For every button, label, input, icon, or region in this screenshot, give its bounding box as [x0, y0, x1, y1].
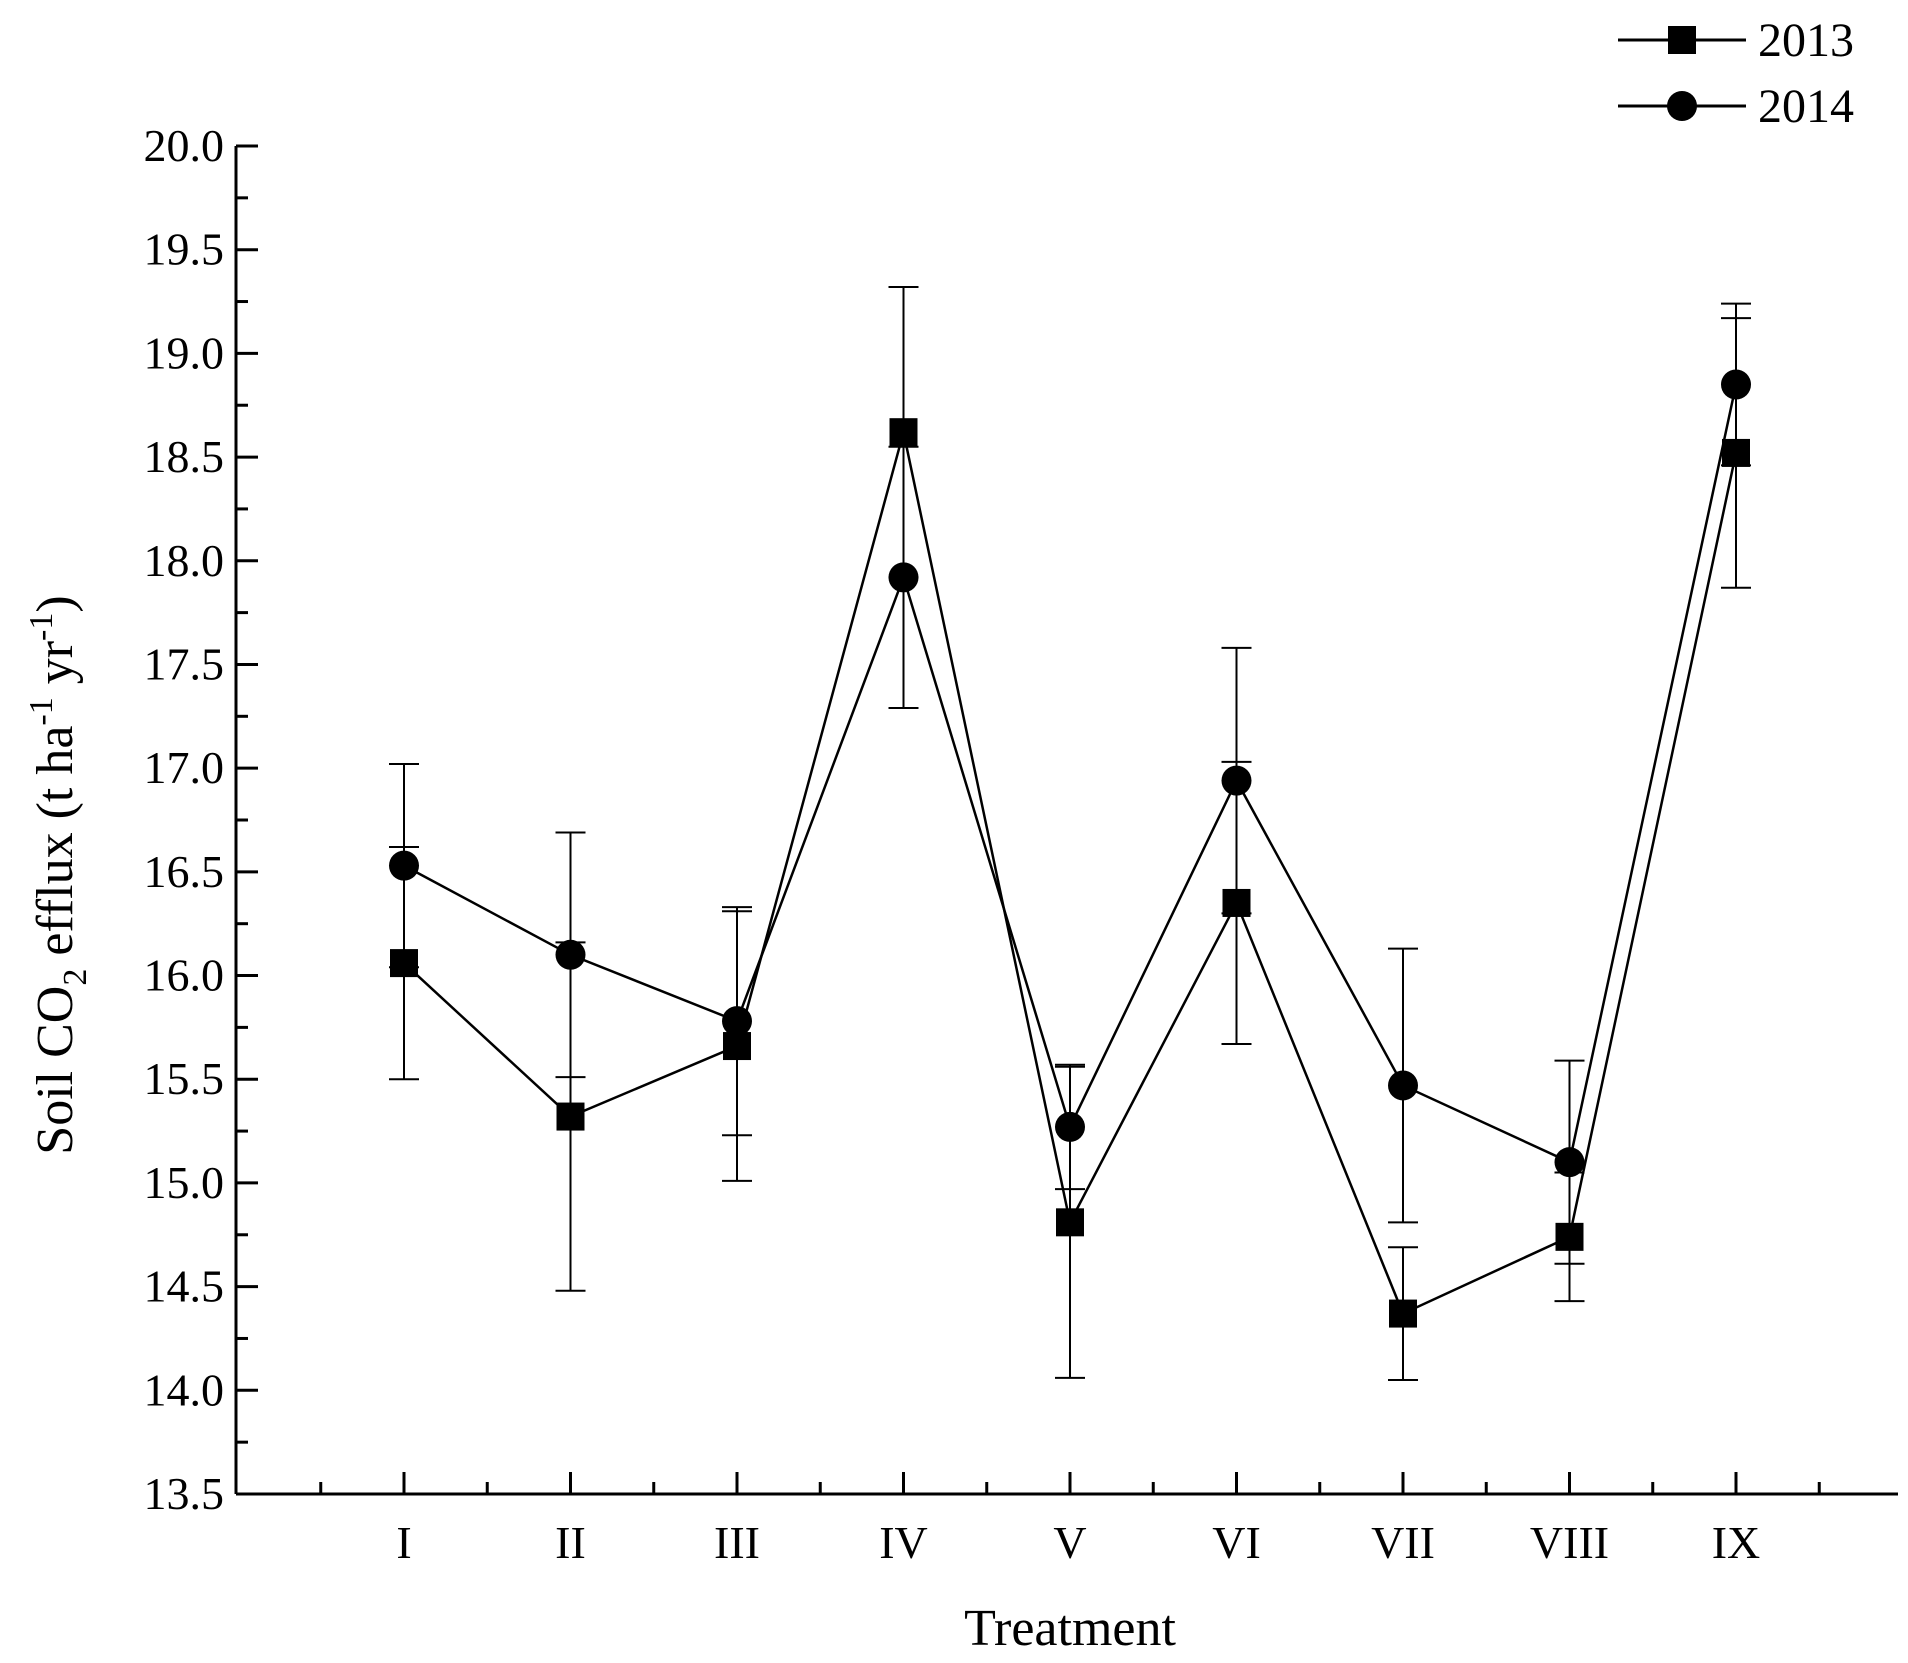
data-point-2013	[723, 1032, 751, 1061]
legend-label-2014: 2014	[1758, 80, 1854, 133]
legend-label-2013: 2013	[1758, 14, 1854, 67]
legend-marker-2014	[1667, 91, 1697, 121]
legend-marker-2013	[1668, 26, 1696, 54]
y-axis-title-mid: efflux (t ha	[27, 726, 84, 969]
data-point-2013	[1222, 888, 1251, 917]
x-tick-label: VIII	[1530, 1517, 1609, 1568]
y-tick-label: 15.0	[144, 1157, 225, 1208]
y-axis-title-sup2: -1	[23, 613, 60, 641]
x-tick-label: IV	[879, 1517, 928, 1568]
y-tick-label: 19.5	[144, 224, 225, 275]
data-point-2014	[555, 939, 586, 970]
y-tick-label: 19.0	[144, 327, 225, 378]
data-point-2014	[389, 850, 419, 881]
data-point-2014	[1221, 765, 1252, 796]
y-tick-label: 18.5	[144, 431, 225, 482]
data-point-2013	[556, 1102, 585, 1131]
data-point-2014	[722, 1006, 752, 1037]
y-tick-label: 16.5	[144, 846, 225, 897]
y-axis-title-prefix: Soil CO	[27, 986, 84, 1155]
data-point-2013	[1555, 1222, 1584, 1251]
x-tick-label: I	[396, 1517, 411, 1568]
x-tick-label: V	[1053, 1517, 1086, 1568]
data-point-2013	[1056, 1208, 1084, 1237]
data-point-2013	[390, 949, 418, 978]
y-axis-title: Soil CO2 efflux (t ha-1 yr-1)	[23, 595, 94, 1154]
axes: 13.5 14.0 14.5 15.0 15.5 16.0 16.5 17.0 17.5 18.0…	[144, 120, 1898, 1568]
x-tick-label: III	[714, 1517, 760, 1568]
y-axis-title-sub: 2	[57, 969, 94, 986]
x-axis-title: Treatment	[964, 1600, 1176, 1657]
data-point-2013	[1722, 438, 1750, 467]
data-point-2014	[888, 562, 919, 593]
y-axis-title-mid2: yr	[27, 641, 84, 697]
y-tick-label: 13.5	[144, 1468, 225, 1519]
y-tick-label: 16.0	[144, 950, 225, 1001]
data-point-2014	[1721, 369, 1751, 400]
data-markers	[389, 369, 1751, 1328]
x-tick-label: II	[555, 1517, 586, 1568]
y-tick-label: 17.5	[144, 638, 225, 689]
y-axis-title-suffix: )	[27, 595, 84, 612]
y-tick-label: 15.5	[144, 1053, 225, 1104]
y-axis-title-sup1: -1	[23, 697, 60, 725]
x-tick-label: IX	[1712, 1517, 1761, 1568]
data-point-2013	[889, 418, 918, 447]
y-tick-label: 17.0	[144, 742, 225, 793]
y-tick-label: 20.0	[144, 120, 225, 171]
data-point-2014	[1055, 1111, 1085, 1142]
x-tick-label: VII	[1371, 1517, 1435, 1568]
y-tick-label: 18.0	[144, 535, 225, 586]
data-point-2013	[1389, 1299, 1417, 1328]
x-tick-label: VI	[1212, 1517, 1261, 1568]
series-line-2014	[403, 384, 1738, 1164]
legend: 2013 2014	[1618, 14, 1854, 133]
y-tick-label: 14.5	[144, 1261, 225, 1312]
y-tick-label: 14.0	[144, 1364, 225, 1415]
data-point-2014	[1388, 1070, 1418, 1101]
data-point-2014	[1554, 1147, 1585, 1178]
